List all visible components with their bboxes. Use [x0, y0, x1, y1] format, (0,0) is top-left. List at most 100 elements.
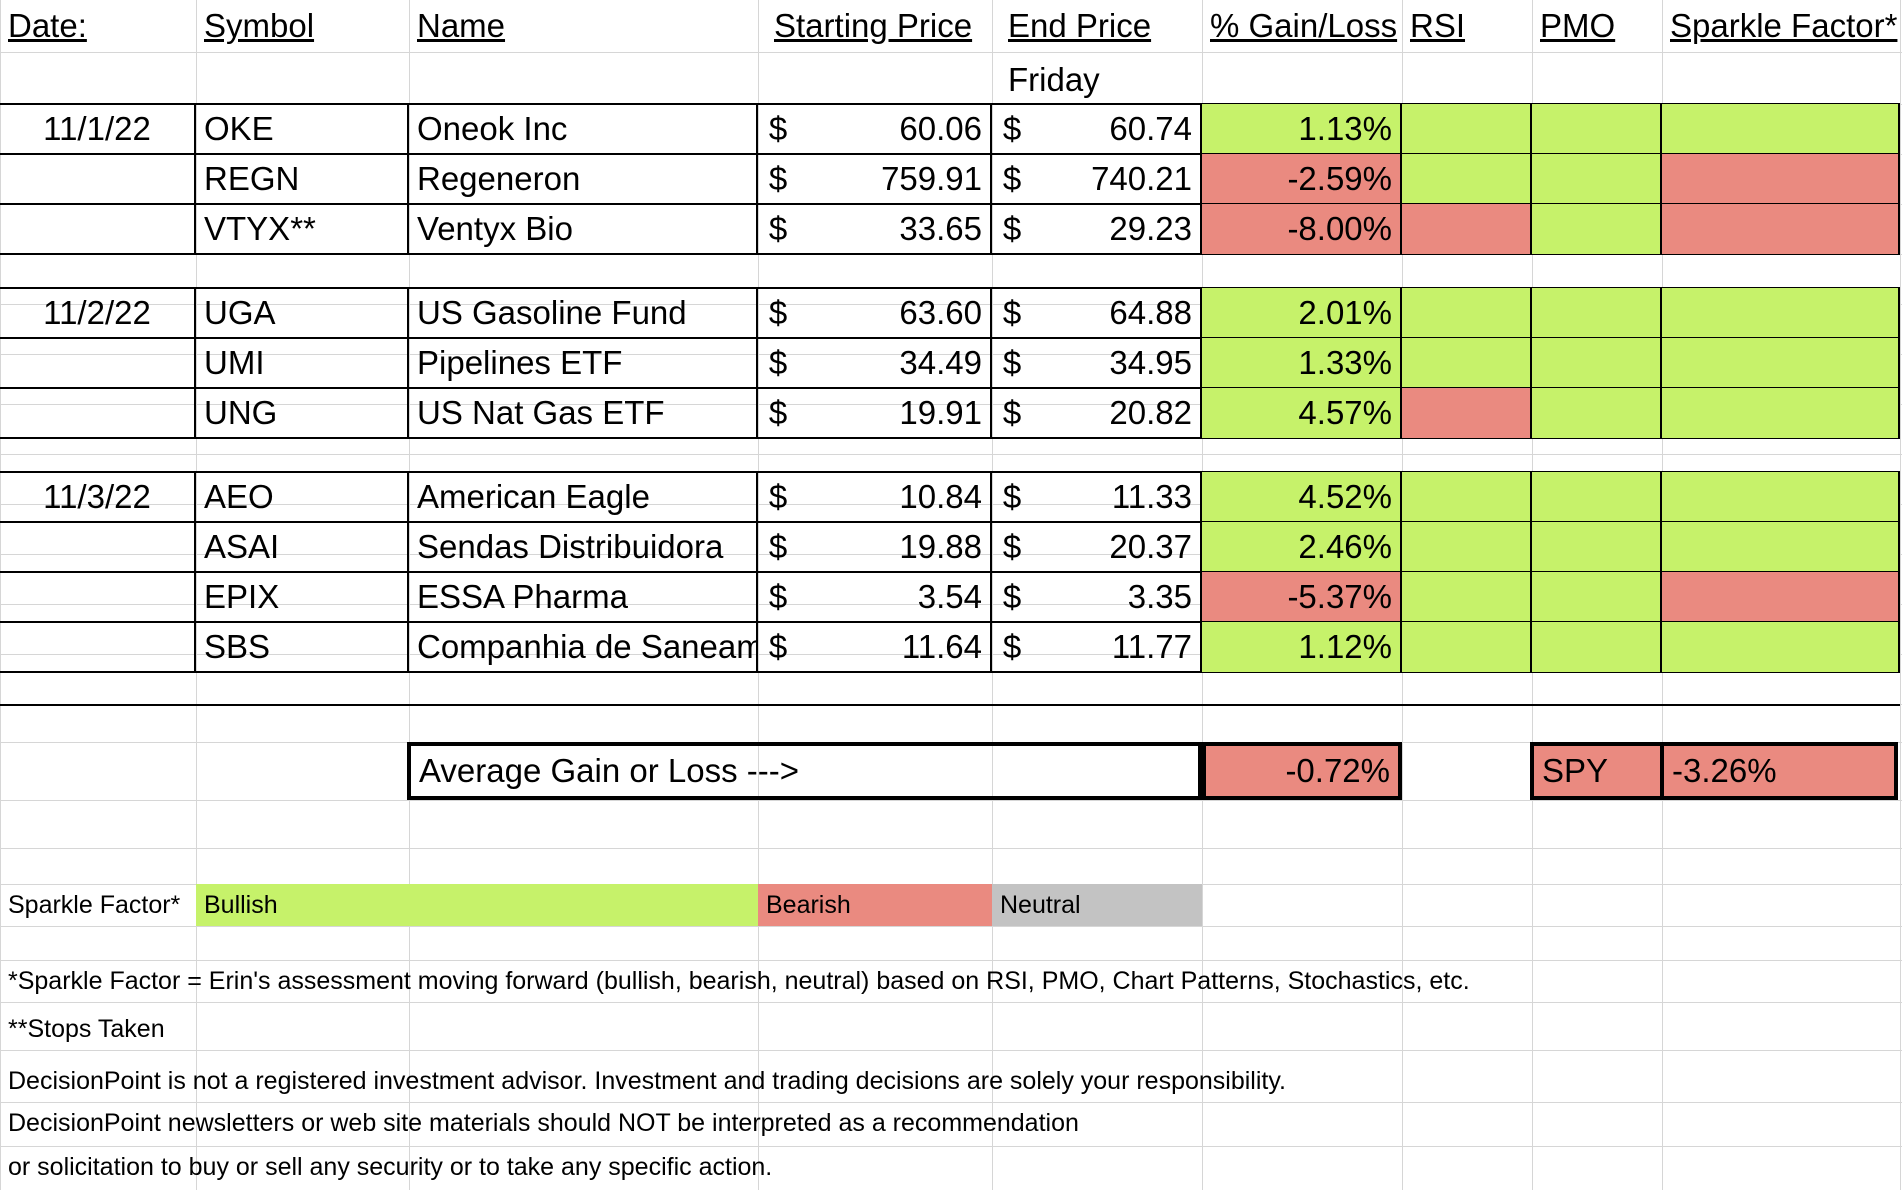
cell-symbol[interactable]: VTYX** [196, 204, 409, 254]
cell-date[interactable] [0, 154, 196, 204]
cell-gain-loss[interactable]: -8.00% [1202, 204, 1402, 254]
disclaimer-line-2[interactable]: DecisionPoint newsletters or web site ma… [8, 1108, 1079, 1137]
cell-rsi[interactable] [1402, 338, 1532, 388]
cell-name[interactable]: Companhia de Saneam [409, 622, 758, 672]
cell-gain-loss[interactable]: -5.37% [1202, 572, 1402, 622]
header-pmo[interactable]: PMO [1540, 7, 1616, 44]
cell-start-price[interactable]: 60.06 [798, 104, 992, 154]
header-end-price[interactable]: End Price [1008, 7, 1152, 44]
cell-name[interactable]: Pipelines ETF [409, 338, 758, 388]
cell-name[interactable]: US Gasoline Fund [409, 288, 758, 338]
cell-date[interactable]: 11/1/22 [0, 104, 196, 154]
header-end-price-sub[interactable]: Friday [1008, 61, 1100, 98]
cell-start-price[interactable]: 759.91 [798, 154, 992, 204]
note-stops-taken[interactable]: **Stops Taken [8, 1014, 165, 1043]
cell-start-price[interactable]: 3.54 [798, 572, 992, 622]
cell-end-currency[interactable]: $ [1002, 294, 1022, 331]
average-value[interactable]: -0.72% [1202, 742, 1402, 800]
cell-end-currency[interactable]: $ [1002, 394, 1022, 431]
cell-sparkle[interactable] [1662, 154, 1900, 204]
cell-end-currency[interactable]: $ [1002, 628, 1022, 665]
cell-date[interactable] [0, 338, 196, 388]
spy-value[interactable]: -3.26% [1662, 742, 1898, 800]
cell-start-price[interactable]: 33.65 [798, 204, 992, 254]
cell-sparkle[interactable] [1662, 338, 1900, 388]
cell-start-price[interactable]: 19.88 [798, 522, 992, 572]
cell-date[interactable] [0, 388, 196, 438]
cell-rsi[interactable] [1402, 472, 1532, 522]
cell-gain-loss[interactable]: 4.57% [1202, 388, 1402, 438]
cell-date[interactable]: 11/2/22 [0, 288, 196, 338]
cell-end-price[interactable]: 29.23 [1032, 204, 1202, 254]
cell-pmo[interactable] [1532, 338, 1662, 388]
cell-rsi[interactable] [1402, 572, 1532, 622]
cell-name[interactable]: ESSA Pharma [409, 572, 758, 622]
cell-gain-loss[interactable]: 2.01% [1202, 288, 1402, 338]
cell-rsi[interactable] [1402, 288, 1532, 338]
cell-symbol[interactable]: EPIX [196, 572, 409, 622]
cell-gain-loss[interactable]: 1.33% [1202, 338, 1402, 388]
cell-pmo[interactable] [1532, 104, 1662, 154]
cell-end-price[interactable]: 34.95 [1032, 338, 1202, 388]
cell-sparkle[interactable] [1662, 472, 1900, 522]
cell-start-price[interactable]: 19.91 [798, 388, 992, 438]
cell-symbol[interactable]: UNG [196, 388, 409, 438]
cell-symbol[interactable]: SBS [196, 622, 409, 672]
cell-rsi[interactable] [1402, 622, 1532, 672]
cell-sparkle[interactable] [1662, 622, 1900, 672]
cell-symbol[interactable]: REGN [196, 154, 409, 204]
header-gain-loss[interactable]: % Gain/Loss [1210, 7, 1398, 44]
cell-symbol[interactable]: ASAI [196, 522, 409, 572]
cell-symbol[interactable]: AEO [196, 472, 409, 522]
cell-date[interactable]: 11/3/22 [0, 472, 196, 522]
cell-end-currency[interactable]: $ [1002, 528, 1022, 565]
disclaimer-line-3[interactable]: or solicitation to buy or sell any secur… [8, 1152, 773, 1181]
cell-pmo[interactable] [1532, 388, 1662, 438]
cell-start-currency[interactable]: $ [768, 160, 788, 197]
header-starting-price[interactable]: Starting Price [774, 7, 973, 44]
cell-start-currency[interactable]: $ [768, 628, 788, 665]
legend-bullish[interactable]: Bullish [196, 884, 758, 926]
average-label[interactable]: Average Gain or Loss ---> [419, 752, 799, 789]
cell-end-currency[interactable]: $ [1002, 478, 1022, 515]
cell-symbol[interactable]: UMI [196, 338, 409, 388]
header-symbol[interactable]: Symbol [204, 7, 315, 44]
legend-label[interactable]: Sparkle Factor* [8, 890, 181, 919]
cell-pmo[interactable] [1532, 472, 1662, 522]
cell-end-currency[interactable]: $ [1002, 160, 1022, 197]
cell-name[interactable]: Oneok Inc [409, 104, 758, 154]
cell-end-currency[interactable]: $ [1002, 344, 1022, 381]
note-sparkle-definition[interactable]: *Sparkle Factor = Erin's assessment movi… [8, 966, 1470, 995]
cell-start-currency[interactable]: $ [768, 578, 788, 615]
header-name[interactable]: Name [417, 7, 506, 44]
cell-gain-loss[interactable]: -2.59% [1202, 154, 1402, 204]
cell-end-currency[interactable]: $ [1002, 110, 1022, 147]
cell-sparkle[interactable] [1662, 388, 1900, 438]
cell-start-currency[interactable]: $ [768, 344, 788, 381]
cell-gain-loss[interactable]: 4.52% [1202, 472, 1402, 522]
cell-sparkle[interactable] [1662, 572, 1900, 622]
cell-date[interactable] [0, 622, 196, 672]
cell-start-currency[interactable]: $ [768, 110, 788, 147]
cell-sparkle[interactable] [1662, 288, 1900, 338]
cell-end-price[interactable]: 740.21 [1032, 154, 1202, 204]
cell-pmo[interactable] [1532, 288, 1662, 338]
cell-name[interactable]: Sendas Distribuidora [409, 522, 758, 572]
cell-gain-loss[interactable]: 2.46% [1202, 522, 1402, 572]
cell-start-currency[interactable]: $ [768, 294, 788, 331]
cell-gain-loss[interactable]: 1.12% [1202, 622, 1402, 672]
legend-neutral[interactable]: Neutral [992, 884, 1202, 926]
cell-symbol[interactable]: OKE [196, 104, 409, 154]
disclaimer-line-1[interactable]: DecisionPoint is not a registered invest… [8, 1066, 1286, 1095]
cell-sparkle[interactable] [1662, 522, 1900, 572]
cell-end-currency[interactable]: $ [1002, 210, 1022, 247]
cell-rsi[interactable] [1402, 388, 1532, 438]
cell-date[interactable] [0, 572, 196, 622]
cell-symbol[interactable]: UGA [196, 288, 409, 338]
cell-gain-loss[interactable]: 1.13% [1202, 104, 1402, 154]
cell-start-currency[interactable]: $ [768, 478, 788, 515]
cell-end-currency[interactable]: $ [1002, 578, 1022, 615]
cell-start-price[interactable]: 11.64 [798, 622, 992, 672]
cell-sparkle[interactable] [1662, 204, 1900, 254]
cell-name[interactable]: US Nat Gas ETF [409, 388, 758, 438]
